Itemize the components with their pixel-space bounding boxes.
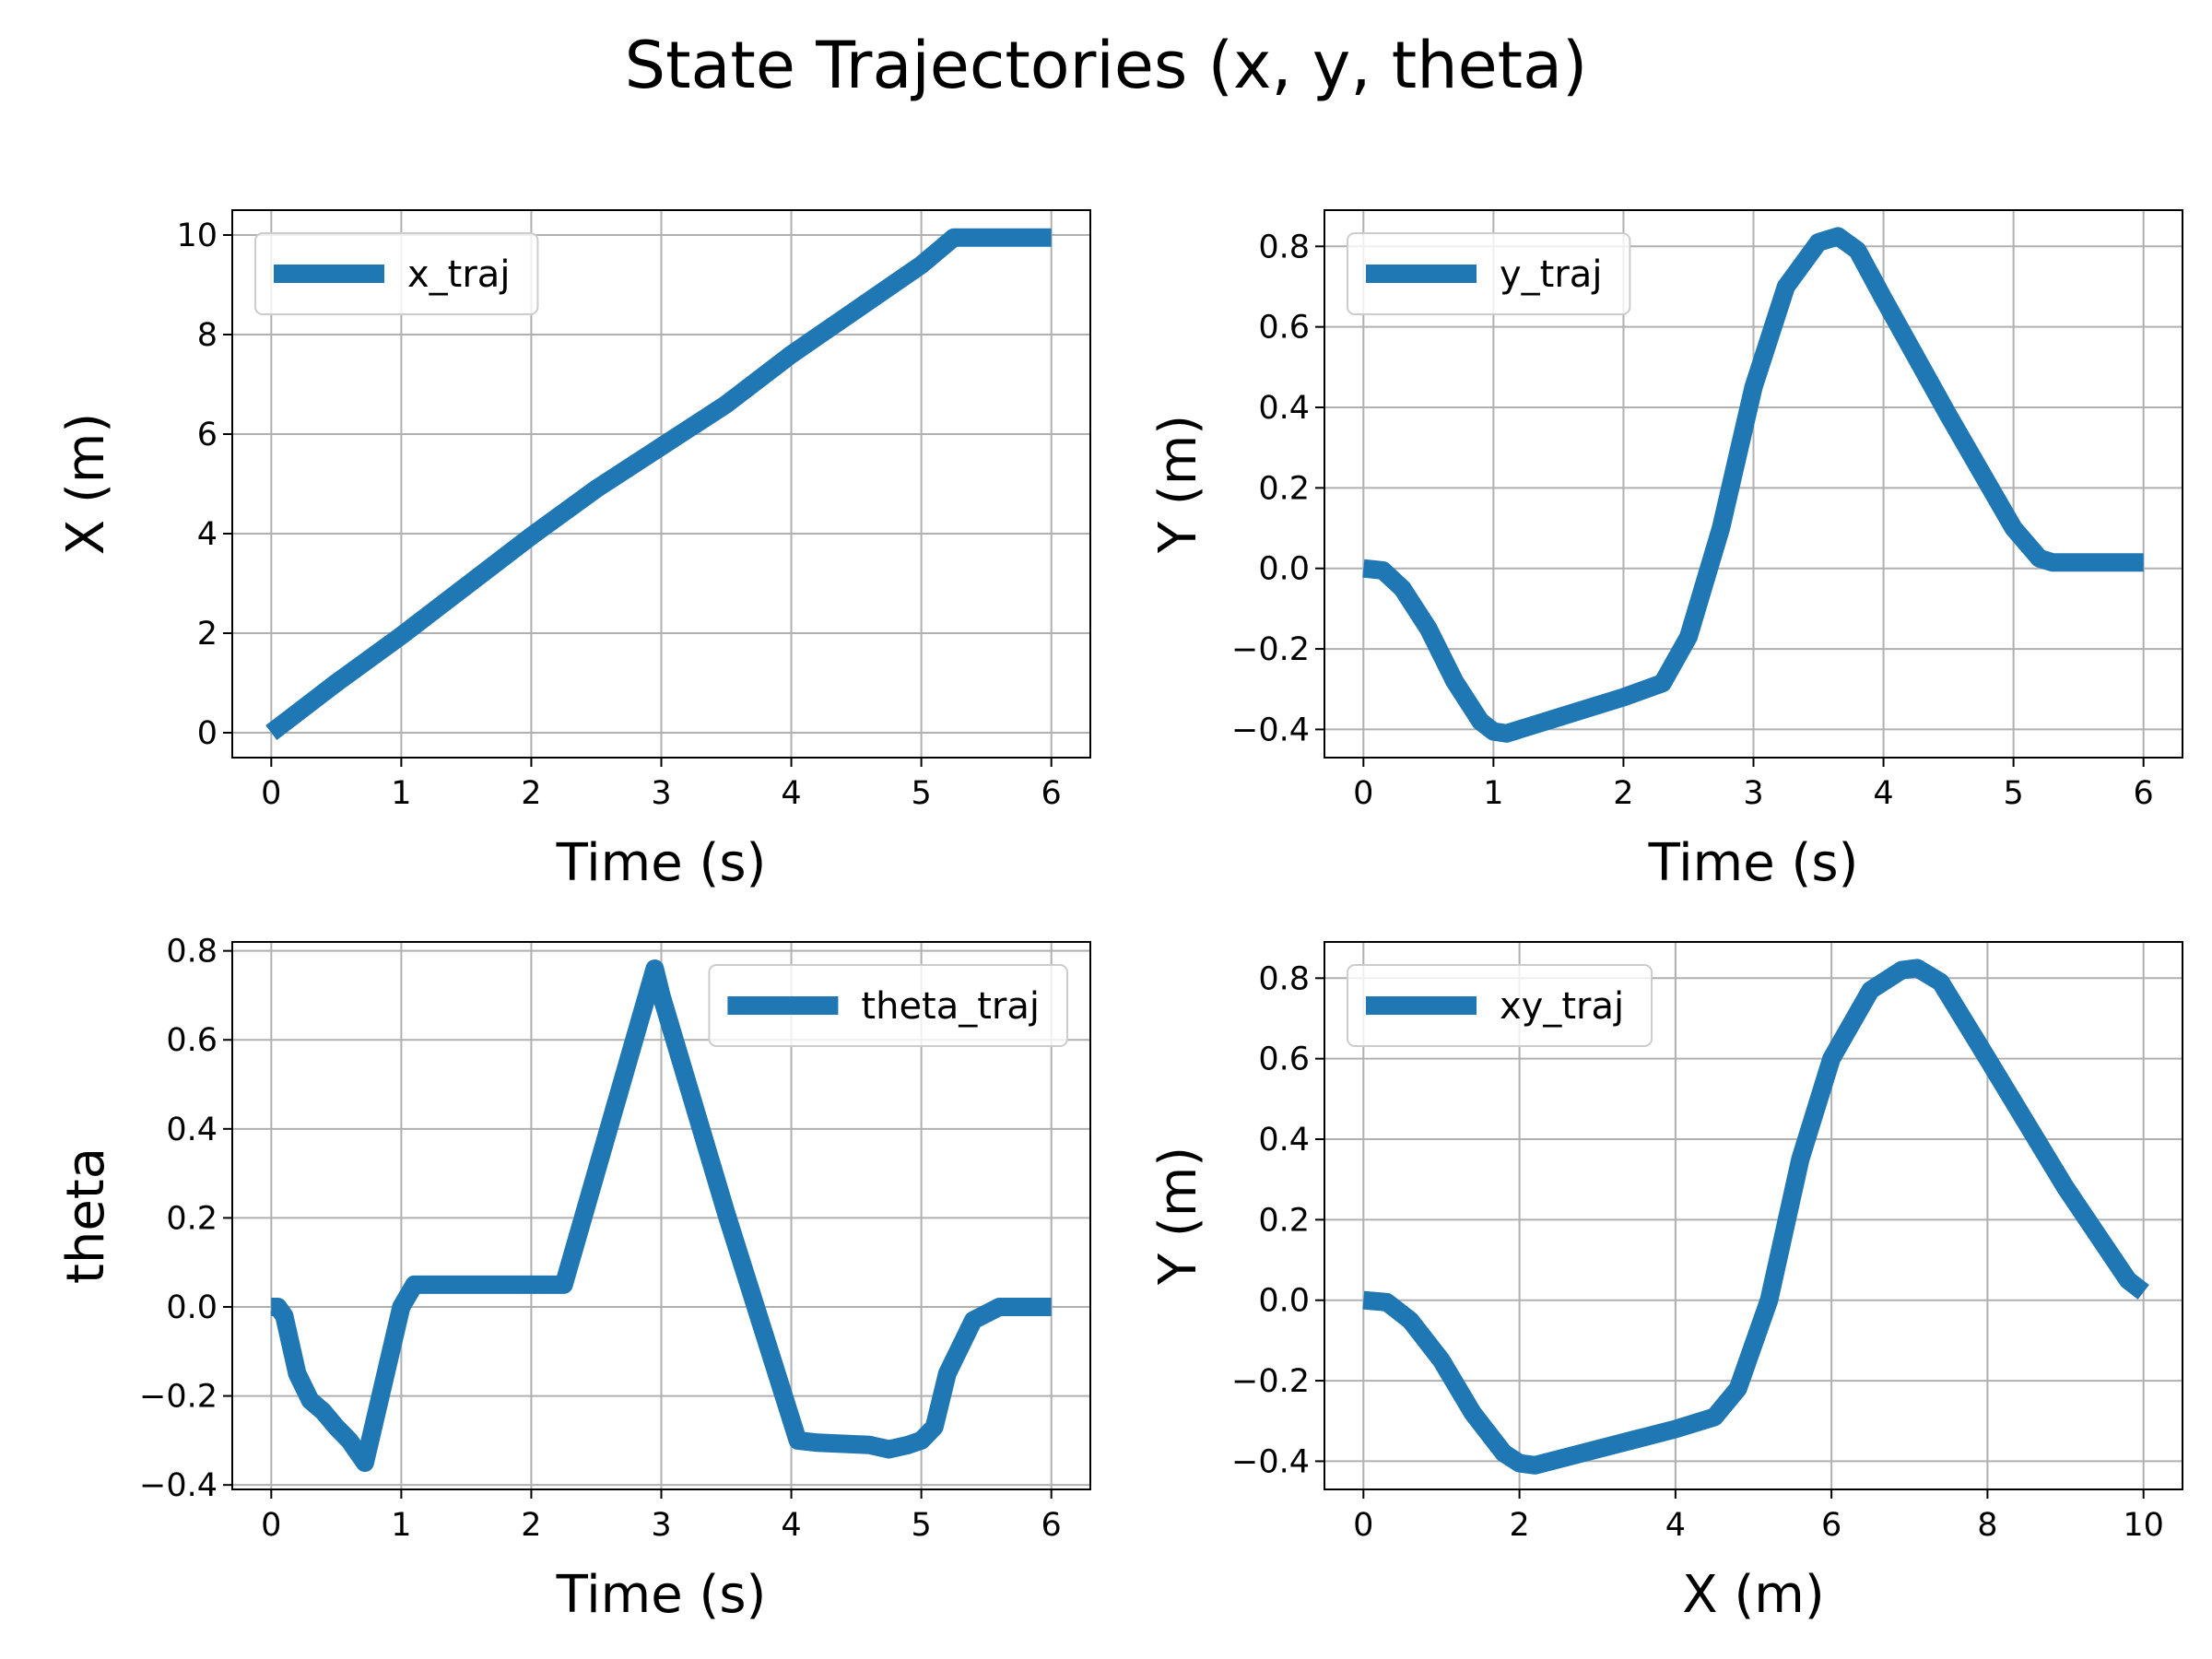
legend-box <box>708 964 1068 1047</box>
legend-box <box>1347 964 1653 1047</box>
y-tick-label: 0.2 <box>1258 1202 1310 1239</box>
y-axis-label: Y (m) <box>1148 415 1208 554</box>
y-tick-label: −0.4 <box>1231 712 1310 748</box>
x-tick-label: 4 <box>781 775 801 812</box>
subplot-2: 0 1 2 3 4 5 6 −0.4 −0.2 0.0 0.2 0.4 0.6 0.8 Time (s) Y … <box>1148 209 2183 893</box>
legend: xy_traj <box>1347 964 1653 1047</box>
legend: x_traj <box>254 232 539 315</box>
y-tick-label: −0.2 <box>1231 631 1310 668</box>
y-tick-label: 0.6 <box>166 1022 218 1059</box>
y-tick-label: 0 <box>197 715 218 752</box>
x-tick-label: 3 <box>651 775 671 812</box>
y-tick-label: 10 <box>176 218 218 254</box>
x-axis-label: Time (s) <box>556 1565 767 1625</box>
x-tick-label: 2 <box>1509 1507 1529 1544</box>
subplot-3: 0 1 2 3 4 5 6 −0.4 −0.2 0.0 0.2 0.4 0.6 0.8 Time (s) th… <box>56 934 1091 1625</box>
series-line-theta_traj <box>268 959 1052 1472</box>
y-tick-label: 0.0 <box>1258 1283 1310 1320</box>
x-tick-label: 0 <box>261 1507 281 1544</box>
y-tick-label: −0.4 <box>139 1467 218 1504</box>
y-tick-label: 0.4 <box>1258 390 1310 427</box>
x-tick-label: 1 <box>391 1507 411 1544</box>
x-tick-label: 0 <box>261 775 281 812</box>
y-tick-label: 0.0 <box>166 1289 218 1326</box>
x-tick-label: 5 <box>911 1507 931 1544</box>
x-tick-label: 6 <box>1041 775 1062 812</box>
x-tick-label: 4 <box>781 1507 801 1544</box>
axes-frame <box>1324 941 2183 1490</box>
legend-box <box>1347 232 1631 315</box>
y-tick-label: 0.4 <box>1258 1122 1310 1159</box>
x-tick-label: 6 <box>1041 1507 1062 1544</box>
y-axis-label: Y (m) <box>1148 1147 1208 1286</box>
y-tick-label: 0.8 <box>1258 229 1310 265</box>
figure-title: State Trajectories (x, y, theta) <box>625 28 1588 103</box>
y-tick-label: −0.4 <box>1231 1443 1310 1480</box>
x-tick-label: 2 <box>521 775 541 812</box>
legend-box <box>254 232 539 315</box>
series-line-xy_traj <box>1362 959 2149 1475</box>
y-tick-label: 0.8 <box>1258 960 1310 997</box>
legend: y_traj <box>1347 232 1631 315</box>
y-tick-label: 0.4 <box>166 1112 218 1148</box>
legend-label: xy_traj <box>1500 985 1624 1028</box>
y-tick-label: 0.8 <box>166 934 218 971</box>
y-tick-label: 0.6 <box>1258 310 1310 347</box>
x-tick-label: 6 <box>1821 1507 1841 1544</box>
y-tick-label: 8 <box>197 317 218 354</box>
y-tick-label: 0.6 <box>1258 1041 1310 1078</box>
legend-label: theta_traj <box>861 985 1040 1028</box>
y-tick-label: 0.2 <box>1258 470 1310 507</box>
y-axis-label: X (m) <box>56 413 116 555</box>
x-tick-label: 1 <box>391 775 411 812</box>
y-tick-label: 2 <box>197 616 218 653</box>
x-tick-label: 8 <box>1977 1507 1997 1544</box>
y-tick-label: −0.2 <box>1231 1363 1310 1400</box>
y-tick-label: 0.0 <box>1258 551 1310 588</box>
x-tick-label: 10 <box>2123 1507 2164 1544</box>
x-axis-label: X (m) <box>1682 1565 1824 1625</box>
x-tick-label: 5 <box>911 775 931 812</box>
y-tick-label: 0.2 <box>166 1200 218 1237</box>
y-tick-label: 6 <box>197 417 218 453</box>
legend-label: x_traj <box>407 253 510 296</box>
legend-label: y_traj <box>1500 253 1602 296</box>
x-tick-label: 2 <box>521 1507 541 1544</box>
x-tick-label: 0 <box>1353 775 1373 812</box>
x-tick-label: 3 <box>1743 775 1763 812</box>
y-tick-label: −0.2 <box>139 1379 218 1416</box>
x-tick-label: 1 <box>1483 775 1503 812</box>
y-axis-label: theta <box>56 1147 116 1284</box>
subplot-4: 0 2 4 6 8 10 −0.4 −0.2 0.0 0.2 0.4 0.6 0.8 X (m) Y (m)… <box>1148 941 2183 1625</box>
subplot-1: 0 1 2 3 4 5 6 0 2 4 6 8 10 Time (s) X (m) x_traj <box>56 209 1091 893</box>
x-axis-label: Time (s) <box>1648 833 1859 893</box>
x-tick-label: 3 <box>651 1507 671 1544</box>
series-line-y_traj <box>1362 227 2144 743</box>
x-tick-label: 0 <box>1353 1507 1373 1544</box>
x-tick-label: 5 <box>2003 775 2023 812</box>
y-tick-label: 4 <box>197 516 218 553</box>
x-tick-label: 4 <box>1665 1507 1686 1544</box>
x-tick-label: 2 <box>1613 775 1633 812</box>
series-line-x_traj <box>265 228 1052 740</box>
x-tick-label: 4 <box>1873 775 1893 812</box>
x-tick-label: 6 <box>2134 775 2154 812</box>
legend: theta_traj <box>708 964 1068 1047</box>
x-axis-label: Time (s) <box>556 833 767 893</box>
